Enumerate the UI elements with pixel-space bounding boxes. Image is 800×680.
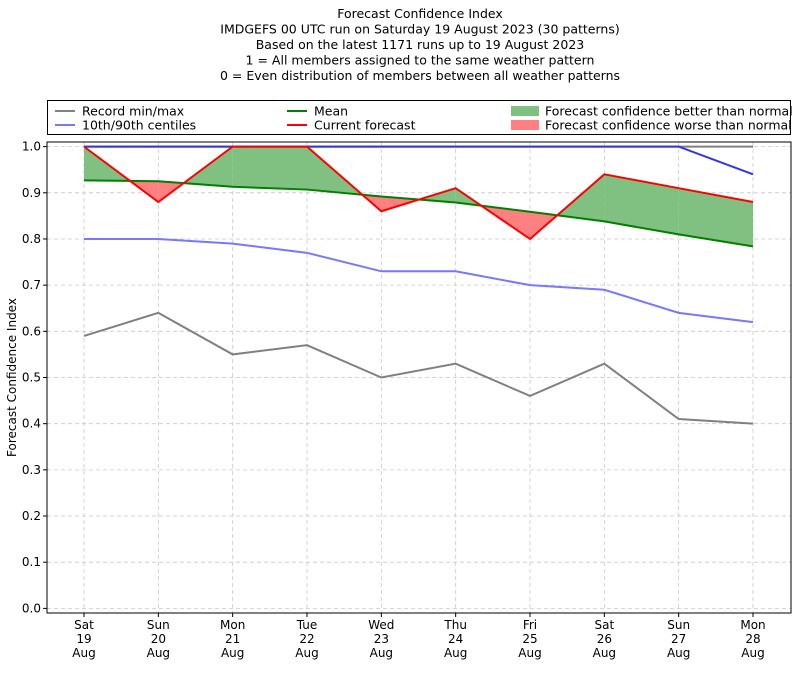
- y-tick-label: 0.0: [22, 601, 41, 615]
- y-tick-label: 1.0: [22, 140, 41, 154]
- legend-label: Forecast confidence better than normal: [545, 104, 793, 119]
- x-tick-label: Aug: [444, 646, 467, 660]
- title-line: Based on the latest 1171 runs up to 19 A…: [256, 37, 585, 52]
- x-tick-label: 28: [745, 632, 760, 646]
- y-tick-label: 0.3: [22, 463, 41, 477]
- title-line: 1 = All members assigned to the same wea…: [246, 53, 595, 68]
- legend-label: Current forecast: [314, 118, 416, 133]
- legend-label: Mean: [314, 104, 348, 119]
- series-line-record-min: [83, 311, 754, 425]
- legend-label: 10th/90th centiles: [82, 118, 196, 133]
- x-tick-label: 25: [522, 632, 537, 646]
- legend-frame: [47, 100, 791, 135]
- x-tick-label: Aug: [518, 646, 541, 660]
- legend-swatch-patch: [511, 106, 539, 116]
- plot-area: 0.0 0.1 0.2 0.3 0.4 0.5 0.6 0.7 0.8 0.9 1.0 Forecas…: [5, 140, 792, 660]
- y-tick-label: 0.2: [22, 509, 41, 523]
- better-than-normal-area: [604, 174, 679, 235]
- x-tick-label: Aug: [72, 646, 95, 660]
- title-line: 0 = Even distribution of members between…: [220, 68, 620, 83]
- x-tick-label: 19: [76, 632, 91, 646]
- series-line-current: [83, 145, 754, 241]
- series-line-p90: [84, 145, 754, 176]
- x-tick-label: 21: [225, 632, 240, 646]
- y-tick-label: 0.7: [22, 278, 41, 292]
- legend-swatch-patch: [511, 120, 539, 130]
- x-tick-label: Thu: [443, 618, 467, 632]
- x-tick-label: Aug: [370, 646, 393, 660]
- better-than-normal-area: [678, 188, 753, 247]
- y-tick-label: 0.1: [22, 555, 41, 569]
- x-tick-label: 26: [597, 632, 612, 646]
- y-tick-label: 0.6: [22, 324, 41, 338]
- x-tick-label: Aug: [147, 646, 170, 660]
- x-tick-label: 23: [374, 632, 389, 646]
- x-tick-label: Wed: [368, 618, 394, 632]
- x-tick-label: Sun: [667, 618, 690, 632]
- x-tick-label: Mon: [740, 618, 765, 632]
- better-than-normal-area: [557, 174, 605, 222]
- series-line-p10: [84, 237, 754, 324]
- x-tick-label: Aug: [295, 646, 318, 660]
- y-tick-label: 0.8: [22, 232, 41, 246]
- x-tick-label: 24: [448, 632, 463, 646]
- x-tick-label: 20: [151, 632, 166, 646]
- x-tick-label: Aug: [221, 646, 244, 660]
- x-tick-label: Tue: [296, 618, 318, 632]
- better-than-normal-area: [232, 146, 307, 190]
- legend-label: Forecast confidence worse than normal: [545, 118, 792, 133]
- x-tick-label: Mon: [220, 618, 245, 632]
- x-tick-label: Sun: [147, 618, 170, 632]
- x-tick-label: Aug: [593, 646, 616, 660]
- y-tick-label: 0.4: [22, 417, 41, 431]
- x-tick-label: 22: [299, 632, 314, 646]
- x-tick-label: Fri: [523, 618, 537, 632]
- x-tick-label: Sat: [594, 618, 614, 632]
- x-tick-label: 27: [671, 632, 686, 646]
- x-tick-label: Aug: [667, 646, 690, 660]
- y-tick-label: 0.9: [22, 186, 41, 200]
- y-tick-label: 0.5: [22, 371, 41, 385]
- title-line: IMDGEFS 00 UTC run on Saturday 19 August…: [220, 22, 619, 37]
- title-line: Forecast Confidence Index: [337, 6, 503, 21]
- legend-label: Record min/max: [82, 104, 184, 119]
- x-tick-label: Sat: [74, 618, 94, 632]
- y-axis-label: Forecast Confidence Index: [5, 298, 19, 457]
- x-tick-label: Aug: [741, 646, 764, 660]
- confidence-fill: [84, 146, 753, 247]
